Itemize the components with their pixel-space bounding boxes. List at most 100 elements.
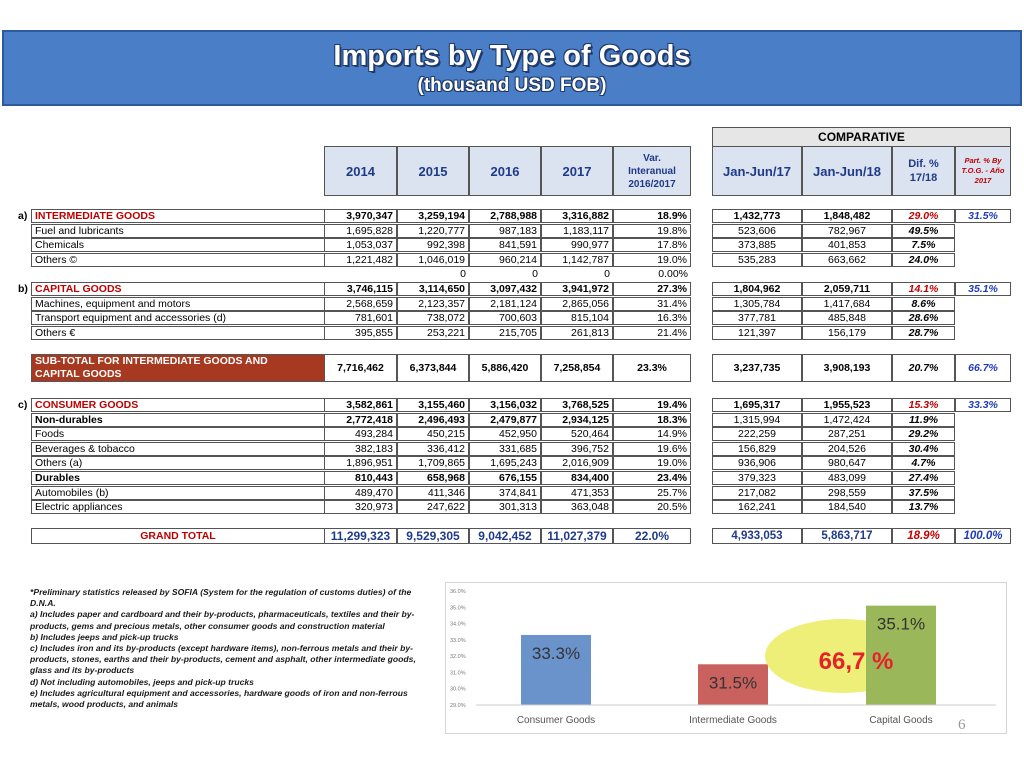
value-cell: 3,156,032 [469, 398, 541, 412]
value-cell: 3,259,194 [397, 209, 469, 223]
dif-cell: 8.6% [892, 296, 955, 311]
jan18-cell: 184,540 [802, 500, 892, 515]
jan17-cell: 1,315,994 [712, 412, 802, 427]
jan17-cell: 1,695,317 [712, 398, 802, 412]
var-cell: 27.3% [613, 282, 691, 296]
value-cell: 676,155 [469, 471, 541, 485]
grand-total-row: GRAND TOTAL 11,299,323 9,529,305 9,042,452 1… [0, 528, 1024, 544]
col-header-2015: 2015 [397, 146, 469, 196]
value-cell: 1,221,482 [324, 252, 397, 267]
row-label: Beverages & tobacco [31, 441, 325, 456]
value-cell: 247,622 [397, 500, 469, 515]
dif-line2: 17/18 [909, 172, 938, 184]
table-row: b) CAPITAL GOODS 3,746,115 3,114,650 3,097,4… [0, 282, 1024, 296]
subtotal-comparative: 3,908,193 [802, 354, 892, 382]
row-label: Electric appliances [31, 500, 325, 515]
var-cell: 14.9% [613, 427, 691, 442]
y-tick-label: 33.0% [450, 638, 466, 644]
jan17-cell: 217,082 [712, 485, 802, 500]
col-header-2017: 2017 [541, 146, 613, 196]
value-cell: 363,048 [541, 500, 613, 515]
y-tick-label: 30.0% [450, 687, 466, 693]
chart-annotation: 66,7 % [819, 648, 894, 675]
chart-svg: 29.0% 30.0% 31.0% 32.0% 33.0% 34.0% 35.0% 36.0%… [450, 589, 996, 726]
row-prefix [18, 442, 31, 456]
value-cell: 2,934,125 [541, 412, 613, 427]
table-row: Beverages & tobacco 382,183 336,412 331,685… [0, 441, 1024, 456]
col-header-2014: 2014 [324, 146, 397, 196]
grand-total-value: 9,529,305 [397, 528, 469, 544]
grand-total-value: 11,027,379 [541, 528, 613, 544]
col-header-var: Var. Interanual 2016/2017 [613, 146, 691, 196]
value-cell: 3,970,347 [324, 209, 397, 223]
footnotes: *Preliminary statistics released by SOFI… [30, 587, 435, 710]
bar-data-label: 33.3% [532, 644, 580, 663]
dif-cell: 28.7% [892, 325, 955, 340]
value-cell: 781,601 [324, 311, 397, 326]
row-label: Non-durables [31, 412, 325, 427]
subtotal-value: 7,716,462 [324, 354, 397, 382]
subtotal-row: SUB-TOTAL FOR INTERMEDIATE GOODS AND CAPI… [0, 354, 1024, 382]
row-label: Foods [31, 427, 325, 442]
jan18-cell: 401,853 [802, 238, 892, 253]
row-prefix: a) [18, 210, 28, 222]
jan18-cell: 483,099 [802, 471, 892, 485]
jan17-cell: 379,323 [712, 471, 802, 485]
value-cell: 960,214 [469, 252, 541, 267]
row-prefix: b) [18, 283, 28, 295]
footnote: b) Includes jeeps and pick-up trucks [30, 631, 179, 642]
value-cell: 1,220,777 [397, 223, 469, 238]
dif-cell: 24.0% [892, 252, 955, 267]
var-cell: 19.0% [613, 456, 691, 471]
grand-total-value: 9,042,452 [469, 528, 541, 544]
table-row: Chemicals 1,053,037 992,398 841,591 990,977 1… [0, 238, 1024, 253]
value-cell: 3,582,861 [324, 398, 397, 412]
row-prefix [18, 253, 31, 267]
dif-cell: 15.3% [892, 398, 955, 412]
value-cell: 261,813 [541, 325, 613, 340]
participation-chart: 29.0% 30.0% 31.0% 32.0% 33.0% 34.0% 35.0% 36.0%… [445, 582, 1007, 734]
part-cell: 35.1% [955, 282, 1011, 296]
page-number: 6 [958, 717, 966, 733]
part-line3: 2017 [974, 176, 992, 185]
value-cell: 1,896,951 [324, 456, 397, 471]
jan18-cell: 287,251 [802, 427, 892, 442]
value-cell: 0 [397, 267, 469, 282]
value-cell: 1,142,787 [541, 252, 613, 267]
table-row: Automobiles (b) 489,470 411,346 374,841 471,… [0, 485, 1024, 500]
var-cell: 18.9% [613, 209, 691, 223]
dif-cell: 4.7% [892, 456, 955, 471]
row-prefix [18, 456, 31, 470]
value-cell: 331,685 [469, 441, 541, 456]
y-tick-label: 36.0% [450, 589, 466, 595]
value-cell: 320,973 [324, 500, 397, 515]
value-cell: 990,977 [541, 238, 613, 253]
row-label: Fuel and lubricants [31, 223, 325, 238]
row-label: Automobiles (b) [31, 485, 325, 500]
value-cell: 395,855 [324, 325, 397, 340]
jan17-cell: 373,885 [712, 238, 802, 253]
subtotal-label-line1: SUB-TOTAL FOR INTERMEDIATE GOODS AND [35, 355, 268, 367]
value-cell: 3,746,115 [324, 282, 397, 296]
dif-cell: 13.7% [892, 500, 955, 515]
jan18-cell: 782,967 [802, 223, 892, 238]
jan17-cell: 121,397 [712, 325, 802, 340]
jan18-cell: 1,472,424 [802, 412, 892, 427]
value-cell: 738,072 [397, 311, 469, 326]
table-row: Electric appliances 320,973 247,622 301,313… [0, 500, 1024, 515]
jan18-cell: 980,647 [802, 456, 892, 471]
value-cell: 810,443 [324, 471, 397, 485]
dif-cell: 27.4% [892, 471, 955, 485]
subtotal-label-line2: CAPITAL GOODS [35, 368, 122, 380]
footnote: c) Includes iron and its by-products (ex… [30, 643, 416, 676]
value-cell: 3,941,972 [541, 282, 613, 296]
y-tick-label: 29.0% [450, 703, 466, 709]
subtotal-comparative: 66.7% [955, 354, 1011, 382]
page-title: Imports by Type of Goods [333, 39, 691, 72]
jan17-cell: 162,241 [712, 500, 802, 515]
value-cell: 3,114,650 [397, 282, 469, 296]
row-prefix [18, 500, 31, 514]
bar [521, 634, 591, 705]
var-cell: 16.3% [613, 311, 691, 326]
col-header-2016: 2016 [469, 146, 541, 196]
